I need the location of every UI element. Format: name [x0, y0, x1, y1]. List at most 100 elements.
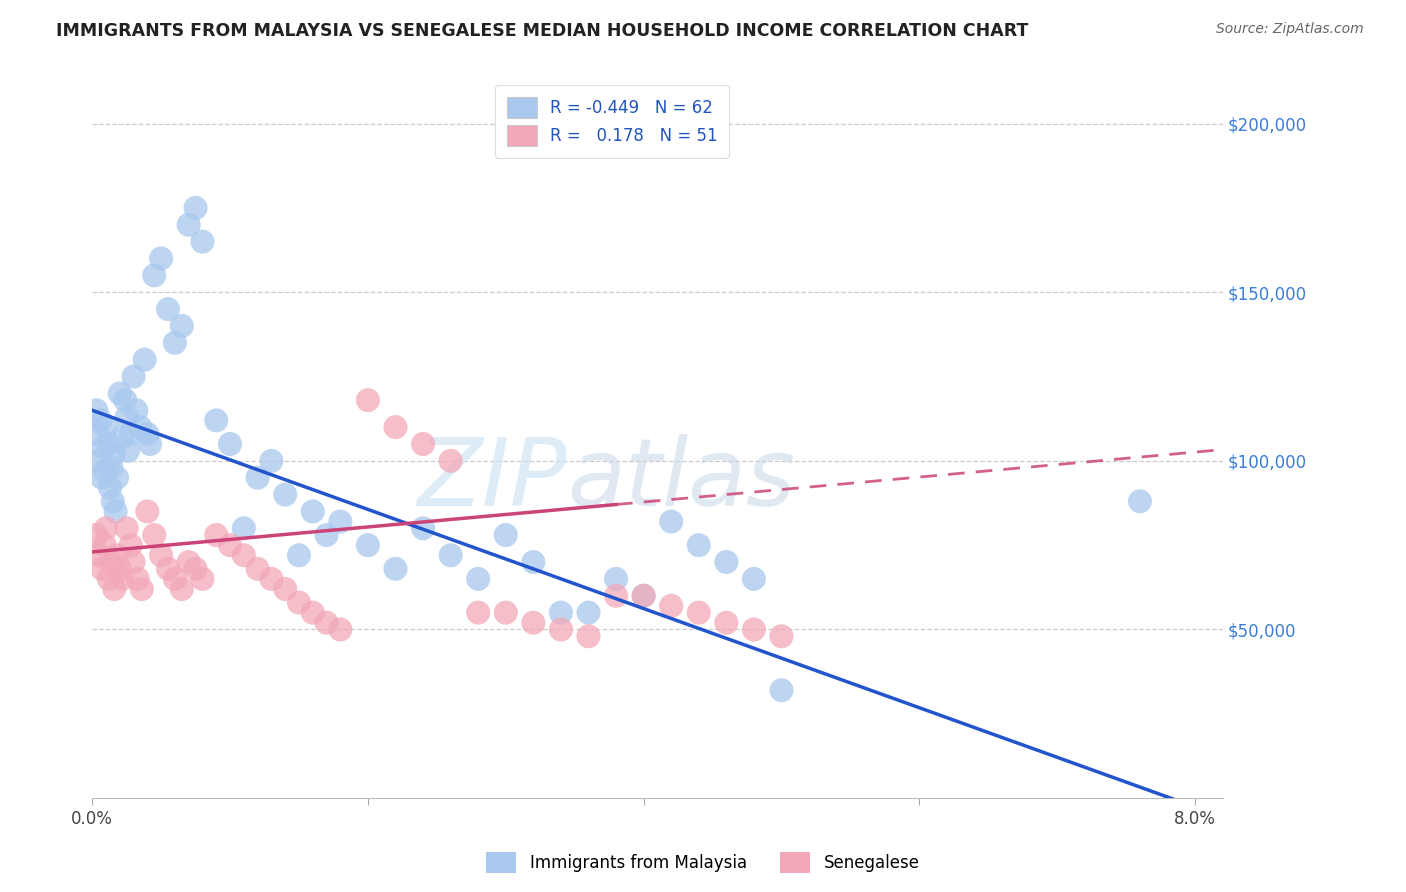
- Point: [136, 504, 159, 518]
- Point: [120, 426, 142, 441]
- Point: [105, 471, 128, 485]
- Point: [232, 521, 254, 535]
- Point: [467, 606, 489, 620]
- Point: [101, 494, 124, 508]
- Point: [122, 369, 145, 384]
- Point: [246, 471, 269, 485]
- Point: [288, 549, 311, 563]
- Point: [205, 528, 228, 542]
- Point: [633, 589, 655, 603]
- Point: [301, 504, 323, 518]
- Point: [170, 318, 193, 333]
- Text: Source: ZipAtlas.com: Source: ZipAtlas.com: [1216, 22, 1364, 37]
- Point: [384, 562, 406, 576]
- Point: [184, 201, 207, 215]
- Point: [91, 441, 114, 455]
- Point: [184, 562, 207, 576]
- Point: [315, 615, 337, 630]
- Point: [246, 562, 269, 576]
- Point: [129, 420, 152, 434]
- Point: [104, 504, 127, 518]
- Point: [260, 454, 283, 468]
- Point: [495, 528, 517, 542]
- Point: [87, 549, 110, 563]
- Point: [1129, 494, 1152, 508]
- Point: [357, 393, 380, 408]
- Point: [115, 409, 138, 424]
- Point: [205, 413, 228, 427]
- Point: [439, 549, 461, 563]
- Point: [315, 528, 337, 542]
- Point: [495, 606, 517, 620]
- Point: [163, 335, 186, 350]
- Point: [97, 572, 120, 586]
- Text: ZIP: ZIP: [418, 434, 567, 524]
- Point: [659, 515, 682, 529]
- Point: [177, 218, 200, 232]
- Point: [150, 549, 173, 563]
- Point: [156, 301, 179, 316]
- Point: [659, 599, 682, 613]
- Legend: R = -0.449   N = 62, R =   0.178   N = 51: R = -0.449 N = 62, R = 0.178 N = 51: [495, 85, 730, 158]
- Point: [115, 521, 138, 535]
- Point: [94, 420, 117, 434]
- Point: [127, 572, 149, 586]
- Point: [156, 562, 179, 576]
- Text: atlas: atlas: [567, 434, 796, 524]
- Point: [357, 538, 380, 552]
- Point: [103, 447, 125, 461]
- Point: [688, 606, 710, 620]
- Point: [125, 403, 148, 417]
- Point: [274, 487, 297, 501]
- Point: [89, 413, 111, 427]
- Point: [770, 629, 793, 643]
- Point: [108, 562, 131, 576]
- Point: [90, 562, 112, 576]
- Point: [86, 528, 108, 542]
- Point: [219, 538, 242, 552]
- Point: [191, 572, 214, 586]
- Point: [605, 572, 627, 586]
- Point: [605, 589, 627, 603]
- Point: [288, 595, 311, 609]
- Point: [100, 555, 122, 569]
- Point: [120, 538, 142, 552]
- Point: [94, 521, 117, 535]
- Point: [232, 549, 254, 563]
- Point: [103, 582, 125, 596]
- Point: [633, 589, 655, 603]
- Point: [111, 572, 134, 586]
- Point: [117, 443, 139, 458]
- Point: [111, 430, 134, 444]
- Point: [86, 426, 108, 441]
- Point: [742, 572, 765, 586]
- Point: [139, 437, 162, 451]
- Point: [97, 437, 120, 451]
- Point: [134, 352, 156, 367]
- Point: [412, 437, 434, 451]
- Point: [143, 528, 166, 542]
- Point: [716, 555, 738, 569]
- Point: [114, 393, 136, 408]
- Point: [522, 555, 544, 569]
- Point: [108, 386, 131, 401]
- Legend: Immigrants from Malaysia, Senegalese: Immigrants from Malaysia, Senegalese: [479, 846, 927, 880]
- Point: [93, 538, 115, 552]
- Point: [260, 572, 283, 586]
- Point: [98, 481, 121, 495]
- Point: [170, 582, 193, 596]
- Point: [93, 464, 115, 478]
- Point: [742, 623, 765, 637]
- Point: [191, 235, 214, 249]
- Point: [688, 538, 710, 552]
- Point: [131, 582, 153, 596]
- Point: [90, 471, 112, 485]
- Point: [716, 615, 738, 630]
- Point: [578, 606, 600, 620]
- Point: [143, 268, 166, 283]
- Point: [100, 460, 122, 475]
- Point: [105, 549, 128, 563]
- Point: [439, 454, 461, 468]
- Point: [578, 629, 600, 643]
- Point: [219, 437, 242, 451]
